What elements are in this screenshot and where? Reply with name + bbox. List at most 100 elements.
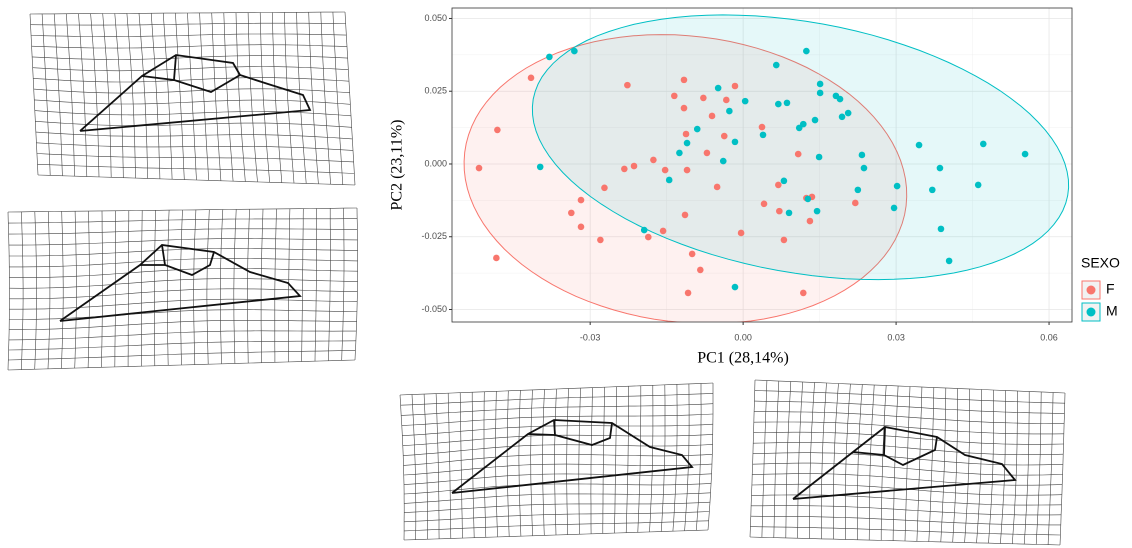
grid-column [114,13,124,178]
grid-column [399,394,405,541]
point [772,61,780,69]
grid-column [916,386,923,542]
point [683,166,691,174]
grid-column [845,383,851,540]
grid-column [411,394,417,540]
point [597,236,604,244]
grid-column [341,208,345,361]
grid-column [87,211,90,368]
point [676,149,683,157]
grid-row [8,238,358,246]
grid-column [138,13,148,179]
legend-label: M [1106,303,1118,319]
point [684,289,692,297]
point [714,84,722,92]
grid-column [354,207,358,361]
grid-column [247,12,258,182]
grid-column [260,209,264,363]
point [799,289,807,297]
point [945,257,953,265]
point [838,113,846,121]
confidence-ellipse [463,34,908,322]
point [737,229,745,237]
grid-column [423,394,428,540]
grid-column [154,210,156,366]
y-tick-label: -0.050 [421,304,447,314]
grid-column [637,385,642,533]
y-tick-label: 0.025 [424,86,447,96]
point [601,184,608,192]
point [700,94,707,102]
grid-column [892,385,899,541]
point [775,100,782,108]
point [640,226,648,234]
grid-row [404,511,710,523]
point [681,211,689,219]
grid-column [660,384,666,532]
grid-column [614,386,617,534]
point [780,236,788,244]
grid-column [976,389,982,543]
wireframe [883,426,938,467]
grid-column [578,388,581,535]
grid-column [296,12,307,184]
grid-column [435,393,440,539]
grid-column [749,379,756,538]
grid-column [320,12,331,185]
point [794,150,802,158]
grid-column [940,387,947,542]
wireframe [59,244,302,322]
grid-column [206,209,210,365]
point [630,162,638,170]
grid-column [66,13,75,177]
point [785,209,793,217]
point [776,207,783,215]
grid-row [8,228,358,235]
point [624,81,631,89]
grid-column [233,209,237,364]
grid-column [1047,392,1054,545]
grid-column [101,210,103,368]
point [854,186,862,194]
point [680,104,688,112]
point [671,92,678,100]
grid-column [175,13,185,180]
grid-column [672,384,678,532]
deformation-grid [399,382,714,541]
grid-column [459,392,463,539]
point [974,181,982,189]
grid-column [328,208,331,361]
grid-column [1023,391,1030,545]
point [577,196,585,204]
ellipses [463,14,1070,322]
deformation-grids [7,11,1066,546]
grid-column [696,383,702,531]
y-tick-label: 0.050 [424,13,447,23]
point [650,156,657,164]
grid-column [284,12,295,184]
grid-column [29,13,39,176]
grid-column [649,385,654,532]
point [644,233,652,241]
grid-row [9,248,358,257]
point [713,183,721,191]
x-tick-label: 0.00 [734,332,752,342]
grid-column [590,387,593,534]
point [928,186,936,194]
point [844,109,852,117]
wireframe [141,75,175,81]
point [759,131,767,139]
wireframe [451,419,694,494]
grid-column [61,211,64,369]
grid-column [761,380,768,538]
x-tick-label: 0.06 [1040,332,1058,342]
grid-row [8,330,357,341]
point [815,153,823,161]
point [577,223,585,231]
point [760,200,768,208]
grid-column [785,381,792,538]
point [527,74,535,82]
point [979,140,987,148]
grid-column [1012,391,1018,544]
point [723,96,730,104]
